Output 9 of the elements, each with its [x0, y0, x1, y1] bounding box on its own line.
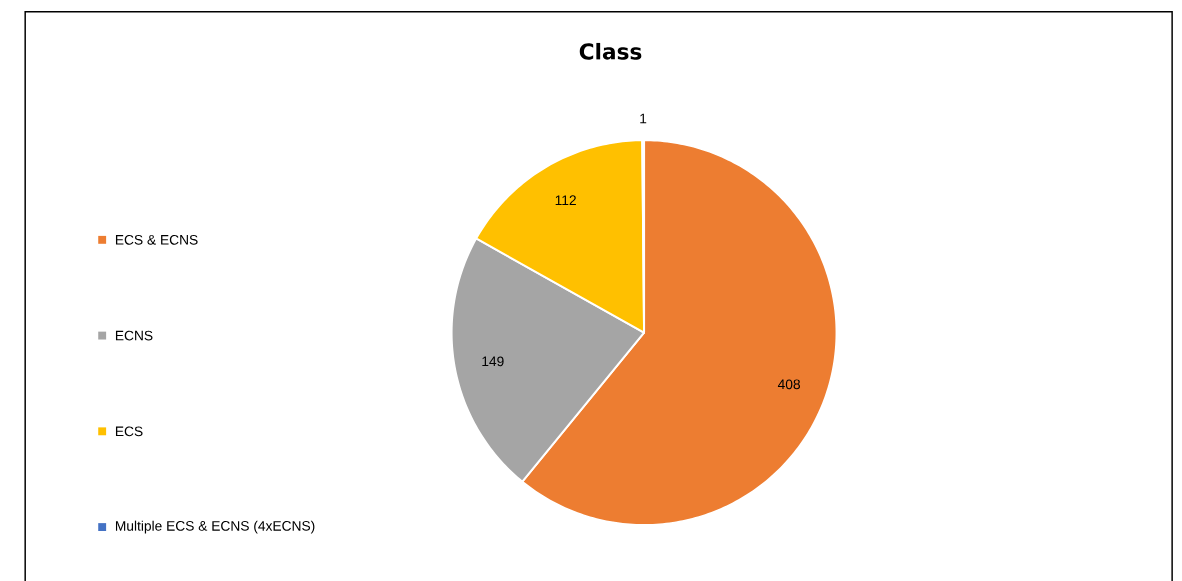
data-label: 112 — [555, 195, 576, 205]
legend-label: ECS & ECNS — [115, 234, 198, 245]
legend-label: ECS — [115, 426, 143, 437]
data-label: 1 — [640, 113, 647, 123]
data-label: 408 — [777, 379, 800, 390]
legend-label: Multiple ECS & ECNS (4xECNS) — [115, 520, 315, 534]
data-label: 149 — [482, 356, 504, 367]
chart-title: Class — [579, 42, 642, 60]
legend-label: ECNS — [115, 330, 153, 341]
